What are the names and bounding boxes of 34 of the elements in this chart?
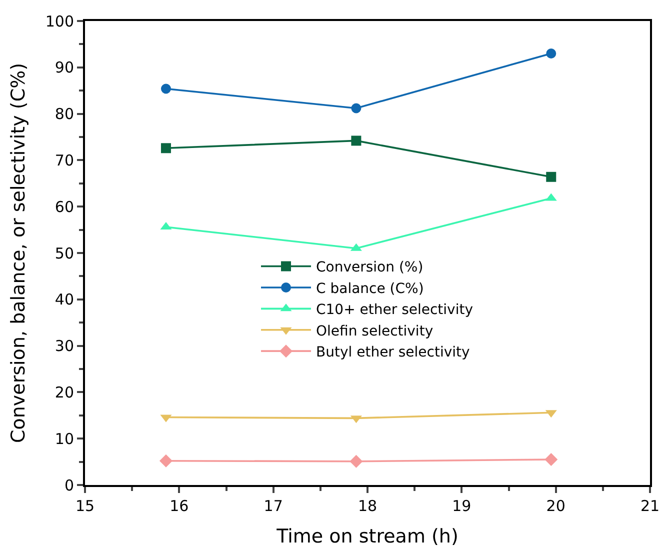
x-tick-label: 21: [640, 497, 660, 515]
legend-label: Conversion (%): [316, 260, 424, 276]
y-tick-label: 60: [54, 198, 74, 216]
x-axis-title: Time on stream (h): [276, 525, 458, 548]
y-tick-label: 40: [54, 290, 74, 309]
point: [546, 48, 556, 58]
x-tick-label: 17: [264, 497, 283, 515]
point: [350, 454, 363, 468]
point: [544, 452, 558, 466]
y-tick-label: 100: [45, 12, 74, 30]
x-tick-label: 20: [546, 497, 566, 515]
x-tick-label: 15: [75, 497, 95, 515]
legend-label: Butyl ether selectivity: [316, 344, 470, 361]
y-tick-label: 70: [54, 151, 74, 170]
y-tick-label: 20: [54, 383, 74, 402]
x-tick-label: 18: [358, 497, 378, 515]
legend-label: C10+ ether selectivity: [316, 302, 474, 318]
point: [160, 84, 171, 94]
y-tick-label: 50: [54, 244, 74, 262]
y-tick-label: 90: [54, 58, 74, 77]
legend-label: Olefin selectivity: [316, 323, 434, 340]
point: [546, 172, 556, 182]
point: [351, 103, 362, 114]
y-tick-label: 30: [54, 337, 74, 356]
point: [159, 454, 172, 468]
y-tick-label: 80: [54, 105, 74, 124]
y-axis-title: Conversion, balance, or selectivity (C%): [8, 62, 30, 444]
x-tick-label: 16: [170, 497, 189, 515]
point: [160, 143, 171, 154]
y-tick-label: 0: [64, 476, 74, 494]
x-tick-label: 19: [452, 497, 472, 515]
point: [351, 136, 362, 146]
legend-label: C balance (C%): [316, 280, 424, 297]
y-tick-label: 10: [54, 430, 74, 448]
